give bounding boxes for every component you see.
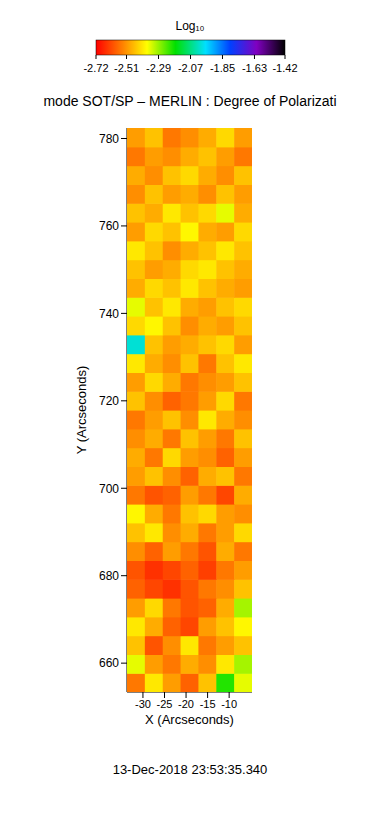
svg-text:-1.85: -1.85 [210,62,235,74]
svg-text:-20: -20 [178,698,194,710]
svg-text:-10: -10 [221,698,237,710]
svg-text:-1.63: -1.63 [242,62,267,74]
svg-text:13-Dec-2018 23:53:35.340: 13-Dec-2018 23:53:35.340 [113,762,268,777]
svg-text:-2.51: -2.51 [114,62,139,74]
svg-text:720: 720 [99,394,119,408]
svg-text:-15: -15 [200,698,216,710]
svg-text:760: 760 [99,219,119,233]
svg-text:700: 700 [99,482,119,496]
svg-text:780: 780 [99,132,119,146]
svg-text:-25: -25 [157,698,173,710]
svg-text:680: 680 [99,569,119,583]
svg-text:Log₁₀: Log₁₀ [175,19,204,33]
svg-text:-2.07: -2.07 [178,62,203,74]
svg-text:X (Arcseconds): X (Arcseconds) [145,712,234,727]
svg-text:mode SOT/SP – MERLIN : Degree: mode SOT/SP – MERLIN : Degree of Polariz… [43,93,336,109]
svg-text:-2.29: -2.29 [146,62,171,74]
svg-text:-30: -30 [135,698,151,710]
svg-text:740: 740 [99,307,119,321]
svg-text:-2.72: -2.72 [83,62,108,74]
svg-text:660: 660 [99,656,119,670]
svg-text:-1.42: -1.42 [272,62,297,74]
svg-text:Y (Arcseconds): Y (Arcseconds) [74,366,89,455]
